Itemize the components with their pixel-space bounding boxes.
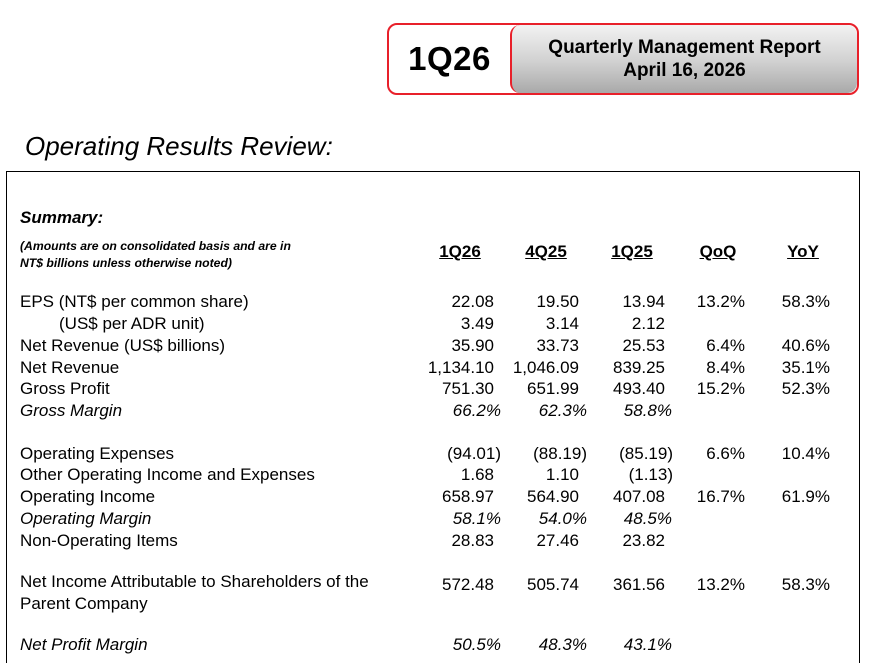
cell-4q25: 3.14	[545, 314, 579, 333]
cell-qoq: 6.4%	[706, 336, 745, 355]
cell-yoy: 58.3%	[781, 575, 830, 594]
column-header-1q25: 1Q25	[611, 242, 653, 261]
cell-1q25: 25.53	[622, 336, 665, 355]
cell-1q25: 58.8%	[623, 401, 672, 420]
column-header-qoq: QoQ	[699, 242, 737, 261]
cell-4q25: 27.46	[536, 531, 579, 550]
summary-box	[6, 171, 860, 663]
cell-1q25: 407.08	[613, 487, 665, 506]
table-row-net-income: Net Income Attributable to Shareholders …	[0, 571, 870, 615]
cell-1q26: 751.30	[442, 379, 494, 398]
cell-4q25: (88.19)	[533, 444, 587, 463]
report-date: April 16, 2026	[623, 60, 746, 81]
row-label: EPS (NT$ per common share)	[20, 292, 249, 311]
cell-4q25: 505.74	[527, 575, 579, 594]
cell-4q25: 33.73	[536, 336, 579, 355]
row-label: Gross Profit	[20, 379, 110, 398]
cell-qoq: 8.4%	[706, 358, 745, 377]
table-row-operating-expenses: Operating Expenses (94.01) (88.19) (85.1…	[0, 444, 870, 466]
cell-1q25: 361.56	[613, 575, 665, 594]
cell-1q26: 658.97	[442, 487, 494, 506]
cell-1q26: 66.2%	[452, 401, 501, 420]
cell-4q25: 19.50	[536, 292, 579, 311]
column-header-4q25: 4Q25	[525, 242, 567, 261]
row-label: Gross Margin	[20, 401, 123, 420]
table-row-other-operating: Other Operating Income and Expenses 1.68…	[0, 465, 870, 487]
summary-label: Summary:	[20, 208, 104, 227]
cell-4q25: 1,046.09	[512, 358, 579, 377]
cell-yoy: 40.6%	[781, 336, 830, 355]
cell-qoq: 13.2%	[696, 292, 745, 311]
section-title: Operating Results Review:	[25, 131, 333, 161]
row-label: Net Revenue	[20, 358, 120, 377]
cell-1q26: 22.08	[451, 292, 494, 311]
cell-4q25: 1.10	[545, 465, 579, 484]
row-label-line1: Net Income Attributable to Shareholders …	[20, 572, 369, 591]
table-row-eps: EPS (NT$ per common share) 22.08 19.50 1…	[0, 292, 870, 314]
cell-1q25: 13.94	[622, 292, 665, 311]
cell-yoy: 10.4%	[781, 444, 830, 463]
cell-1q26: 28.83	[451, 531, 494, 550]
column-header-yoy: YoY	[787, 242, 819, 261]
cell-1q25: (1.13)	[628, 465, 673, 484]
table-row-net-revenue: Net Revenue 1,134.10 1,046.09 839.25 8.4…	[0, 358, 870, 380]
amounts-note-line2: NT$ billions unless otherwise noted)	[20, 256, 232, 270]
row-label: Operating Expenses	[20, 444, 175, 463]
cell-qoq: 16.7%	[696, 487, 745, 506]
report-badge: 1Q26 Quarterly Management Report April 1…	[387, 23, 859, 95]
cell-4q25: 62.3%	[538, 401, 587, 420]
cell-1q25: (85.19)	[619, 444, 673, 463]
row-label: (US$ per ADR unit)	[59, 314, 205, 333]
table-row-operating-margin: Operating Margin 58.1% 54.0% 48.5%	[0, 509, 870, 531]
cell-1q25: 839.25	[613, 358, 665, 377]
row-label: Net Profit Margin	[20, 635, 148, 654]
report-title-block: Quarterly Management Report April 16, 20…	[510, 25, 857, 93]
row-label: Non-Operating Items	[20, 531, 178, 550]
row-label: Operating Income	[20, 487, 156, 506]
cell-1q25: 2.12	[631, 314, 665, 333]
amounts-note: (Amounts are on consolidated basis and a…	[20, 238, 360, 272]
row-label-line2: Parent Company	[20, 594, 148, 613]
table-row-net-profit-margin: Net Profit Margin 50.5% 48.3% 43.1%	[0, 635, 870, 657]
cell-1q26: 3.49	[460, 314, 494, 333]
cell-1q25: 48.5%	[623, 509, 672, 528]
cell-1q25: 493.40	[613, 379, 665, 398]
cell-1q26: (94.01)	[447, 444, 501, 463]
cell-1q26: 1.68	[460, 465, 494, 484]
table-row-non-operating: Non-Operating Items 28.83 27.46 23.82	[0, 531, 870, 553]
row-label: Operating Margin	[20, 509, 152, 528]
amounts-note-line1: (Amounts are on consolidated basis and a…	[20, 239, 291, 253]
cell-4q25: 564.90	[527, 487, 579, 506]
row-label: Other Operating Income and Expenses	[20, 465, 315, 484]
cell-qoq: 15.2%	[696, 379, 745, 398]
table-row-operating-income: Operating Income 658.97 564.90 407.08 16…	[0, 487, 870, 509]
cell-yoy: 58.3%	[781, 292, 830, 311]
row-label: Net Revenue (US$ billions)	[20, 336, 226, 355]
cell-yoy: 61.9%	[781, 487, 830, 506]
cell-qoq: 6.6%	[706, 444, 745, 463]
cell-yoy: 52.3%	[781, 379, 830, 398]
cell-4q25: 651.99	[527, 379, 579, 398]
cell-1q26: 35.90	[451, 336, 494, 355]
cell-1q26: 58.1%	[452, 509, 501, 528]
cell-1q26: 1,134.10	[427, 358, 494, 377]
table-row-gross-margin: Gross Margin 66.2% 62.3% 58.8%	[0, 401, 870, 423]
cell-1q25: 43.1%	[623, 635, 672, 654]
cell-1q25: 23.82	[622, 531, 665, 550]
quarter-code: 1Q26	[408, 40, 491, 77]
row-label: Net Income Attributable to Shareholders …	[20, 571, 369, 615]
cell-1q26: 572.48	[442, 575, 494, 594]
table-row-net-revenue-usd: Net Revenue (US$ billions) 35.90 33.73 2…	[0, 336, 870, 358]
cell-qoq: 13.2%	[696, 575, 745, 594]
table-row-gross-profit: Gross Profit 751.30 651.99 493.40 15.2% …	[0, 379, 870, 401]
cell-1q26: 50.5%	[452, 635, 501, 654]
cell-yoy: 35.1%	[781, 358, 830, 377]
column-header-1q26: 1Q26	[439, 242, 481, 261]
table-row-eps-adr: (US$ per ADR unit) 3.49 3.14 2.12	[0, 314, 870, 336]
report-title: Quarterly Management Report	[548, 37, 821, 58]
cell-4q25: 48.3%	[538, 635, 587, 654]
cell-4q25: 54.0%	[538, 509, 587, 528]
